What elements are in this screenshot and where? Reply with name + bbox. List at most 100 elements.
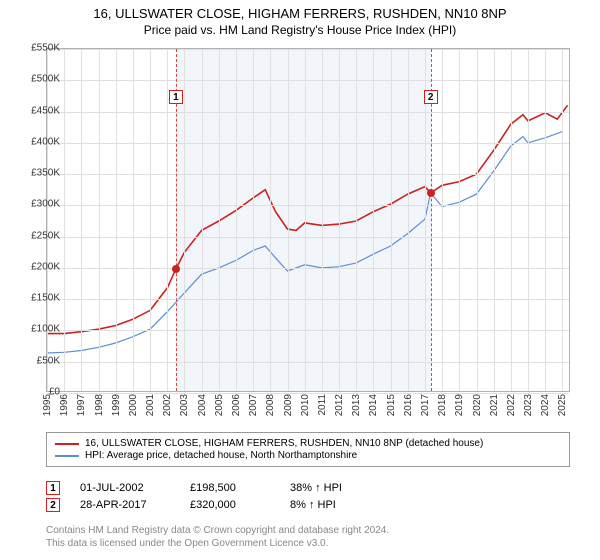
x-tick-label: 2005 (214, 394, 225, 416)
y-tick-label: £200K (14, 261, 60, 272)
event-marker-1 (172, 265, 180, 273)
gridline-v (511, 49, 512, 391)
gridline-v (184, 49, 185, 391)
gridline-h (47, 237, 569, 238)
x-tick-label: 2017 (420, 394, 431, 416)
x-tick-label: 1998 (94, 394, 105, 416)
gridline-v (202, 49, 203, 391)
x-tick-label: 2020 (472, 394, 483, 416)
x-tick-label: 2010 (300, 394, 311, 416)
legend-swatch (55, 443, 79, 445)
chart-title: 16, ULLSWATER CLOSE, HIGHAM FERRERS, RUS… (0, 6, 600, 21)
event-price: £320,000 (190, 499, 270, 511)
gridline-v (391, 49, 392, 391)
gridline-v (253, 49, 254, 391)
gridline-v (270, 49, 271, 391)
x-tick-label: 2015 (386, 394, 397, 416)
gridline-v (236, 49, 237, 391)
chart-subtitle: Price paid vs. HM Land Registry's House … (0, 23, 600, 37)
event-detail-row: 101-JUL-2002£198,50038% ↑ HPI (46, 481, 570, 495)
gridline-h (47, 112, 569, 113)
gridline-h (47, 268, 569, 269)
gridline-h (47, 330, 569, 331)
plot-area: 12 (46, 48, 570, 392)
event-marker-2 (427, 189, 435, 197)
gridline-v (339, 49, 340, 391)
gridline-h (47, 49, 569, 50)
gridline-v (459, 49, 460, 391)
y-tick-label: £550K (14, 43, 60, 54)
y-tick-label: £300K (14, 199, 60, 210)
gridline-h (47, 205, 569, 206)
x-tick-label: 2007 (248, 394, 259, 416)
gridline-h (47, 143, 569, 144)
gridline-v (494, 49, 495, 391)
gridline-v (64, 49, 65, 391)
x-tick-label: 2002 (162, 394, 173, 416)
x-tick-label: 2003 (179, 394, 190, 416)
x-tick-label: 2013 (351, 394, 362, 416)
gridline-h (47, 299, 569, 300)
footer-line1: Contains HM Land Registry data © Crown c… (46, 524, 570, 537)
x-tick-label: 2021 (489, 394, 500, 416)
footer-line2: This data is licensed under the Open Gov… (46, 537, 570, 550)
x-tick-label: 2025 (557, 394, 568, 416)
gridline-v (288, 49, 289, 391)
event-price: £198,500 (190, 482, 270, 494)
gridline-v (442, 49, 443, 391)
x-tick-label: 2001 (145, 394, 156, 416)
gridline-v (373, 49, 374, 391)
gridline-v (408, 49, 409, 391)
legend-row: HPI: Average price, detached house, Nort… (55, 450, 561, 461)
x-tick-label: 2009 (283, 394, 294, 416)
legend-row: 16, ULLSWATER CLOSE, HIGHAM FERRERS, RUS… (55, 438, 561, 449)
gridline-v (47, 49, 48, 391)
gridline-v (545, 49, 546, 391)
x-tick-label: 1999 (111, 394, 122, 416)
legend-box: 16, ULLSWATER CLOSE, HIGHAM FERRERS, RUS… (46, 432, 570, 467)
y-tick-label: £50K (14, 355, 60, 366)
legend-label: HPI: Average price, detached house, Nort… (85, 450, 357, 461)
gridline-v (99, 49, 100, 391)
legend-swatch (55, 455, 79, 457)
gridline-v (81, 49, 82, 391)
x-tick-label: 1996 (59, 394, 70, 416)
y-tick-label: £100K (14, 324, 60, 335)
event-delta: 38% ↑ HPI (290, 482, 342, 494)
x-tick-label: 2000 (128, 394, 139, 416)
y-tick-label: £450K (14, 105, 60, 116)
gridline-v (562, 49, 563, 391)
line-svg (47, 49, 571, 393)
event-date: 28-APR-2017 (80, 499, 170, 511)
x-tick-label: 2019 (454, 394, 465, 416)
gridline-h (47, 174, 569, 175)
y-tick-label: £500K (14, 74, 60, 85)
x-tick-label: 2018 (437, 394, 448, 416)
gridline-v (305, 49, 306, 391)
gridline-v (116, 49, 117, 391)
x-tick-label: 2024 (540, 394, 551, 416)
y-tick-label: £150K (14, 293, 60, 304)
y-tick-label: £400K (14, 136, 60, 147)
event-box-1: 1 (169, 90, 183, 104)
legend-label: 16, ULLSWATER CLOSE, HIGHAM FERRERS, RUS… (85, 438, 483, 449)
x-tick-label: 2022 (506, 394, 517, 416)
x-tick-label: 2011 (317, 394, 328, 416)
gridline-v (133, 49, 134, 391)
event-delta: 8% ↑ HPI (290, 499, 336, 511)
event-date: 01-JUL-2002 (80, 482, 170, 494)
x-tick-label: 2008 (265, 394, 276, 416)
x-tick-label: 2006 (231, 394, 242, 416)
gridline-v (150, 49, 151, 391)
y-tick-label: £0 (14, 387, 60, 398)
chart-area: 12 £0£50K£100K£150K£200K£250K£300K£350K£… (46, 48, 590, 410)
gridline-v (219, 49, 220, 391)
x-tick-label: 1995 (42, 394, 53, 416)
x-tick-label: 2004 (197, 394, 208, 416)
gridline-v (322, 49, 323, 391)
events-table: 101-JUL-2002£198,50038% ↑ HPI228-APR-201… (46, 478, 570, 515)
gridline-h (47, 80, 569, 81)
x-tick-label: 1997 (76, 394, 87, 416)
event-box-2: 2 (424, 90, 438, 104)
event-detail-row: 228-APR-2017£320,0008% ↑ HPI (46, 498, 570, 512)
